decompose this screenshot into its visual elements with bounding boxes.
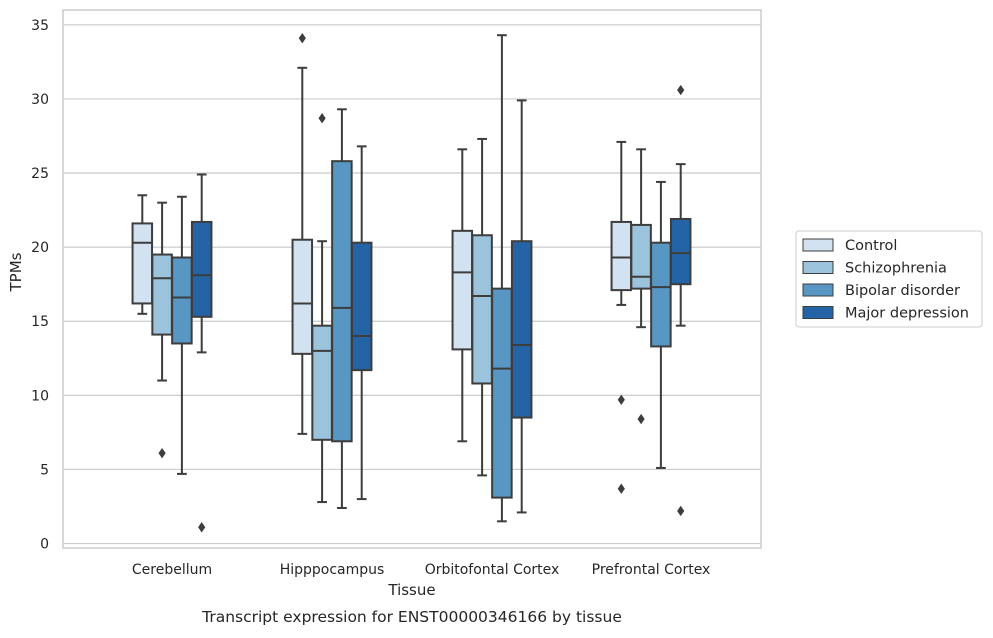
x-tick-label: Hipppocampus [280, 562, 385, 578]
box-body [131, 222, 154, 305]
box-bipolar-disorder [331, 108, 353, 509]
box-control [291, 32, 314, 435]
box-body [491, 287, 513, 499]
y-tick-label: 0 [40, 537, 49, 553]
legend-swatch [802, 306, 834, 319]
box-control [451, 148, 474, 443]
legend-frame [795, 230, 983, 328]
outlier-point [677, 84, 685, 96]
y-tick-label: 35 [31, 18, 49, 34]
legend: Control Schizophrenia Bipolar disorder Majo… [795, 230, 983, 328]
outlier-point [198, 522, 206, 533]
box-body [451, 229, 474, 351]
box-bipolar-disorder [650, 180, 672, 469]
box-body [610, 220, 633, 292]
box-control [131, 194, 154, 315]
legend-swatch [802, 283, 834, 297]
boxes [131, 32, 692, 533]
box-bipolar-disorder [171, 195, 193, 475]
box-body [190, 220, 213, 318]
x-tick-label: Prefrontal Cortex [592, 562, 711, 578]
box-body [510, 240, 533, 419]
box-body [311, 324, 333, 441]
box-major-depression [350, 145, 373, 501]
box-body [331, 160, 353, 443]
plot-frame [62, 9, 762, 549]
box-body [350, 241, 373, 372]
y-tick-label: 30 [31, 92, 49, 108]
outlier-point [158, 447, 166, 459]
y-axis-title: TPMs [7, 252, 25, 292]
legend-label: Major depression [845, 306, 969, 322]
outlier-point [318, 112, 326, 124]
legend-label: Control [845, 238, 897, 254]
outlier-point [677, 505, 685, 517]
box-major-depression [510, 99, 533, 514]
legend-swatch [802, 261, 834, 274]
y-tick-label: 10 [31, 388, 49, 404]
legend-label: Bipolar disorder [845, 283, 960, 299]
outlier-point [298, 32, 306, 44]
chart-caption: Transcript expression for ENST0000034616… [201, 608, 622, 626]
box-body [171, 256, 193, 345]
x-tick-label: Cerebellum [132, 562, 212, 578]
box-body [650, 241, 672, 348]
box-bipolar-disorder [491, 34, 513, 523]
outlier-point [637, 413, 645, 425]
y-tick-label: 20 [31, 240, 49, 256]
box-body [151, 253, 173, 336]
legend-swatch [802, 238, 834, 252]
y-tick-labels: 0 5 10 15 20 25 30 35 [31, 18, 49, 553]
box-body [291, 238, 314, 355]
y-tick-label: 5 [40, 462, 49, 478]
box-schizophrenia [471, 137, 493, 477]
x-tick-label: Orbitofontal Cortex [425, 562, 560, 578]
x-axis-title: Tissue [387, 581, 435, 599]
box-body [471, 234, 493, 385]
y-tick-label: 15 [31, 314, 49, 330]
legend-items: Control Schizophrenia Bipolar disorder Majo… [802, 238, 969, 322]
box-body [669, 217, 692, 286]
legend-label: Schizophrenia [845, 261, 947, 277]
box-body [630, 223, 652, 290]
box-schizophrenia [151, 201, 173, 459]
outlier-point [617, 394, 625, 405]
box-major-depression [669, 84, 692, 517]
box-major-depression [190, 173, 213, 533]
box-schizophrenia [630, 148, 652, 425]
box-schizophrenia [311, 112, 333, 504]
y-tick-label: 25 [31, 166, 49, 182]
box-control [610, 140, 633, 494]
outlier-point [617, 483, 625, 494]
x-tick-labels: Cerebellum Hipppocampus Orbitofontal Corte… [132, 562, 710, 578]
